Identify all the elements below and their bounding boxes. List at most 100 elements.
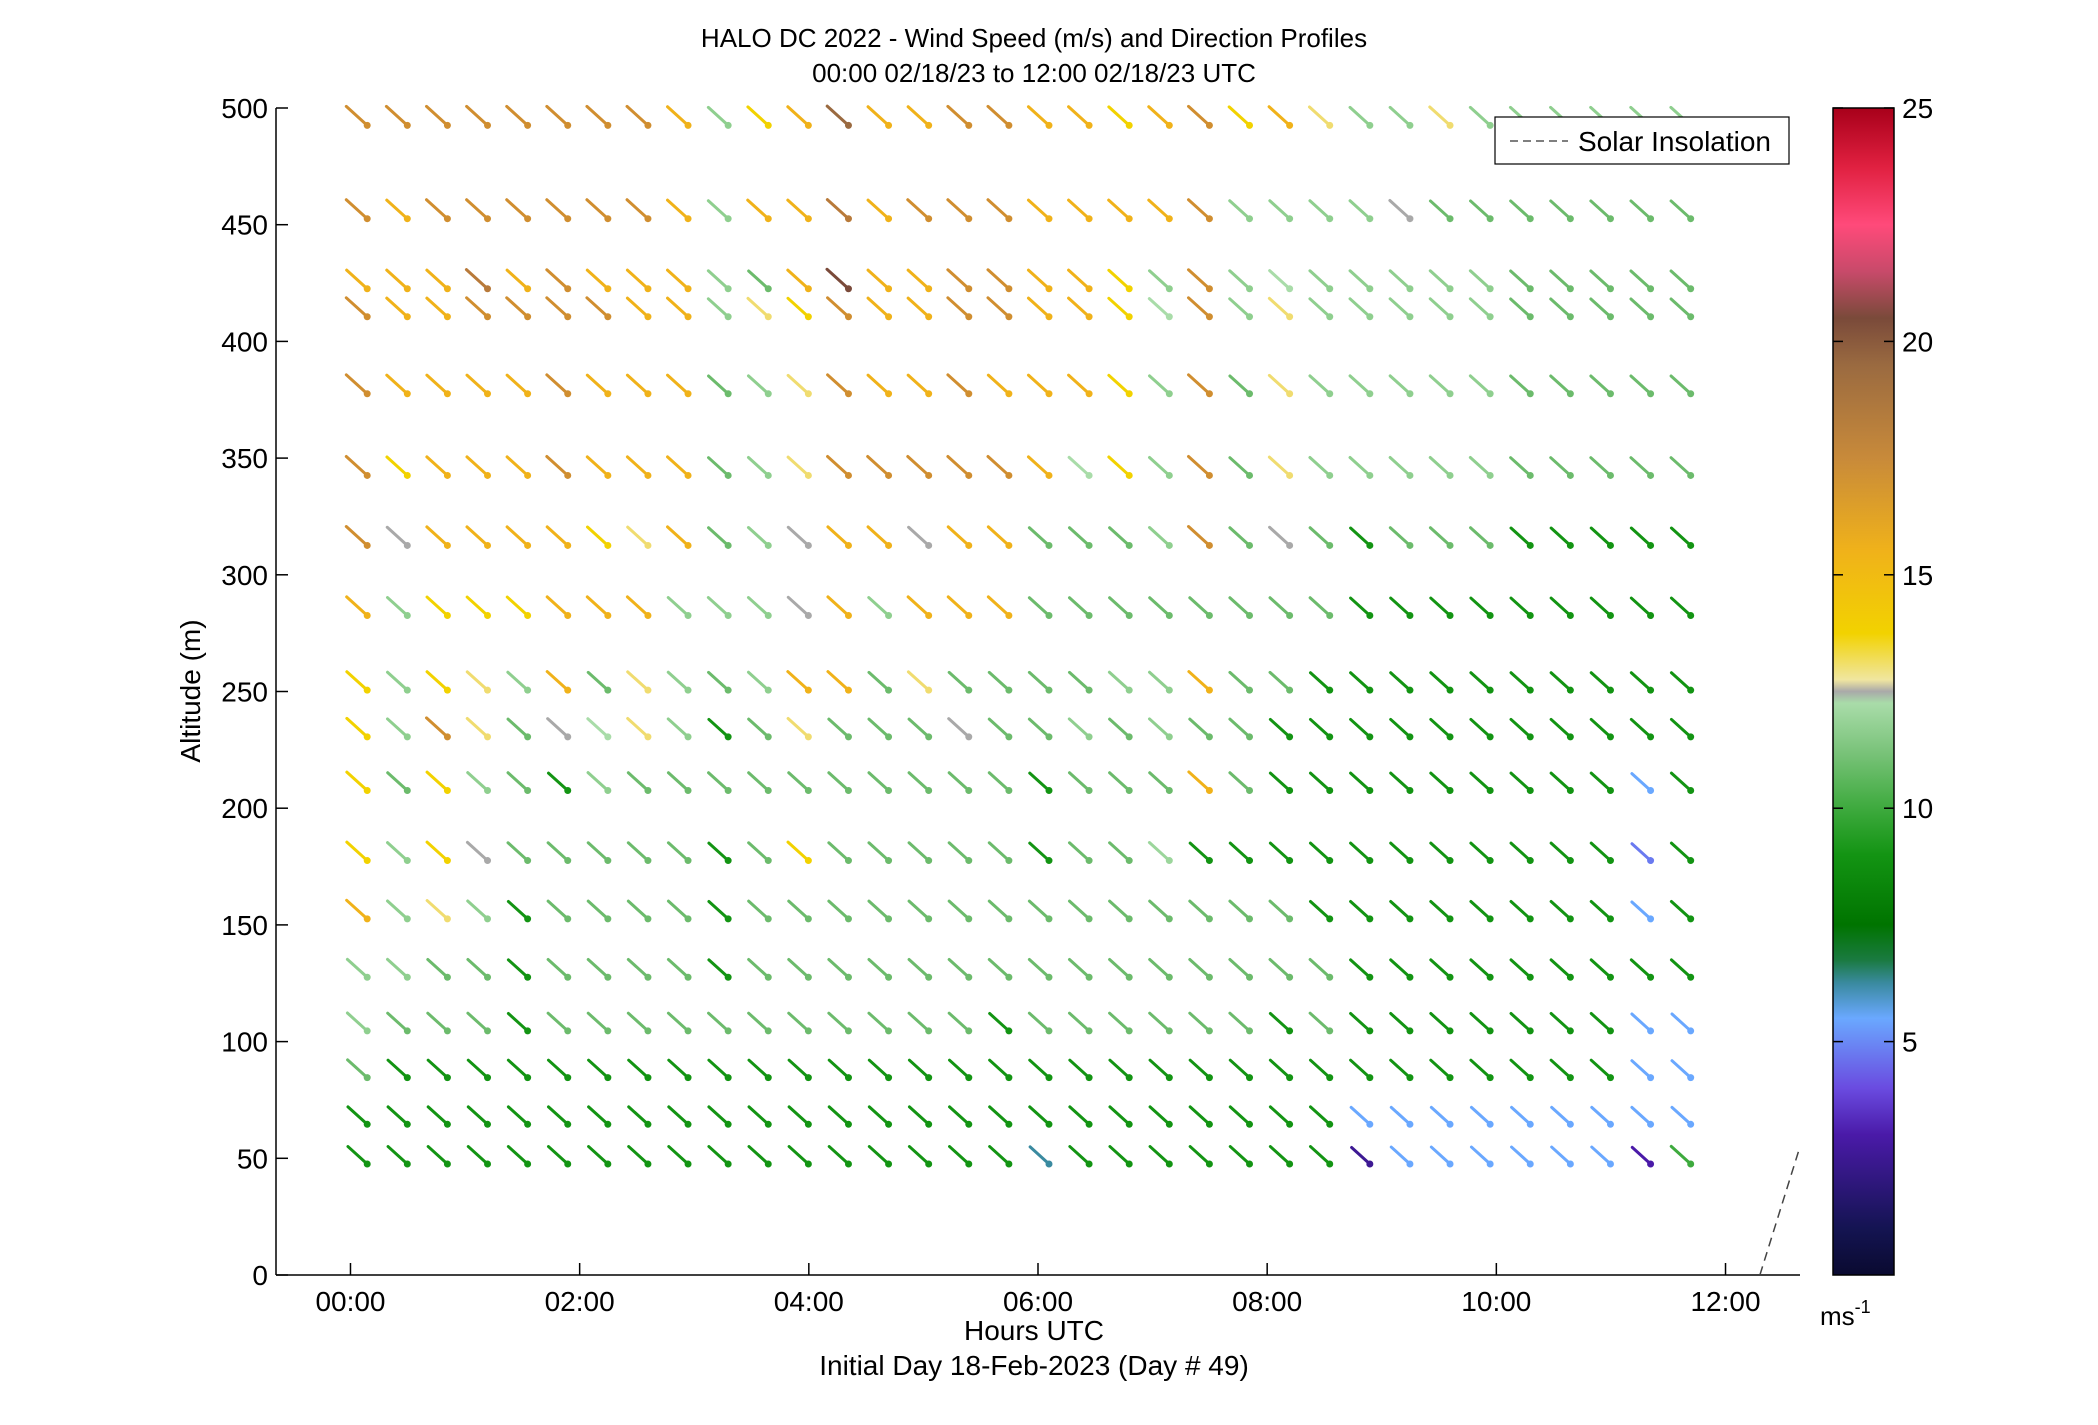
wind-barb-shaft bbox=[1549, 771, 1572, 793]
wind-barb-point bbox=[484, 541, 492, 549]
wind-barb-shaft bbox=[545, 525, 570, 547]
wind-barb-point bbox=[1486, 1027, 1494, 1035]
wind-barb-shaft bbox=[1067, 670, 1091, 692]
wind-barb-shaft bbox=[466, 1058, 490, 1080]
wind-barb-shaft bbox=[1590, 1145, 1612, 1166]
wind-barb-point bbox=[363, 1074, 371, 1082]
wind-barb-point bbox=[1205, 915, 1213, 923]
wind-barb-point bbox=[1085, 215, 1093, 223]
wind-barb-point bbox=[1326, 1120, 1334, 1128]
wind-barb-shaft bbox=[1268, 957, 1292, 979]
wind-barb-point bbox=[644, 857, 652, 865]
wind-barb-point bbox=[1205, 611, 1213, 619]
wind-barb-point bbox=[925, 215, 933, 223]
wind-barb-point bbox=[443, 1120, 451, 1128]
wind-barb-shaft bbox=[425, 373, 449, 396]
wind-barb-point bbox=[1526, 857, 1534, 865]
wind-barb-point bbox=[484, 471, 492, 479]
wind-barb-point bbox=[1246, 973, 1254, 981]
wind-barb-shaft bbox=[1630, 1059, 1653, 1080]
wind-barb-shaft bbox=[1629, 526, 1653, 547]
wind-barb-shaft bbox=[1228, 771, 1252, 793]
wind-barb-shaft bbox=[1388, 374, 1412, 396]
wind-barb-shaft bbox=[906, 595, 931, 617]
wind-barb-shaft bbox=[1187, 198, 1211, 221]
wind-barb-point bbox=[1205, 1074, 1213, 1082]
wind-barb-shaft bbox=[1348, 456, 1372, 477]
wind-barb-shaft bbox=[1630, 842, 1653, 863]
wind-barb-point bbox=[684, 285, 692, 293]
wind-barb-point bbox=[1446, 541, 1454, 549]
wind-barb-shaft bbox=[585, 104, 610, 127]
wind-barb-shaft bbox=[1670, 1105, 1693, 1126]
wind-barb-point bbox=[1687, 215, 1695, 223]
wind-barb-shaft bbox=[1669, 596, 1693, 617]
wind-barb-shaft bbox=[948, 1145, 971, 1166]
wind-barb-shaft bbox=[786, 840, 810, 863]
wind-barb-shaft bbox=[386, 899, 409, 921]
wind-barb-shaft bbox=[1187, 770, 1211, 793]
wind-barb-shaft bbox=[746, 105, 770, 127]
wind-barb-point bbox=[844, 215, 852, 223]
wind-barb-point bbox=[604, 285, 612, 293]
wind-barb-point bbox=[1246, 1027, 1254, 1035]
wind-barb-point bbox=[1005, 1027, 1013, 1035]
wind-barb-shaft bbox=[506, 771, 530, 793]
wind-barb-point bbox=[1005, 215, 1013, 223]
wind-barb-point bbox=[1566, 611, 1574, 619]
wind-barb-shaft bbox=[986, 455, 1011, 477]
wind-barb-shaft bbox=[826, 455, 850, 477]
wind-barb-shaft bbox=[1268, 525, 1292, 547]
wind-barb-point bbox=[724, 915, 732, 923]
wind-barb-shaft bbox=[1429, 1145, 1452, 1166]
wind-barb-shaft bbox=[1267, 373, 1292, 396]
wind-barb-shaft bbox=[627, 1105, 650, 1126]
wind-barb-shaft bbox=[907, 1011, 931, 1033]
wind-barb-shaft bbox=[1589, 717, 1612, 739]
wind-barb-shaft bbox=[947, 670, 971, 692]
wind-barb-point bbox=[925, 313, 933, 321]
wind-barb-shaft bbox=[907, 717, 931, 739]
wind-barb-point bbox=[1205, 973, 1213, 981]
wind-barb-point bbox=[1606, 1120, 1614, 1128]
wind-barb-shaft bbox=[1629, 269, 1653, 291]
wind-barb-shaft bbox=[906, 455, 931, 477]
wind-barb-point bbox=[1647, 1160, 1655, 1168]
wind-barb-shaft bbox=[1107, 105, 1131, 127]
wind-barb-point bbox=[764, 733, 772, 741]
wind-barb-point bbox=[644, 1160, 652, 1168]
wind-barb-shaft bbox=[546, 1011, 570, 1033]
wind-barb-shaft bbox=[1589, 841, 1612, 863]
wind-barb-shaft bbox=[1147, 198, 1171, 221]
wind-barb-point bbox=[1486, 313, 1494, 321]
wind-barb-shaft bbox=[1428, 456, 1452, 477]
wind-barb-point bbox=[885, 541, 893, 549]
wind-barb-shaft bbox=[867, 1058, 891, 1080]
wind-barb-shaft bbox=[747, 841, 770, 863]
wind-barb-point bbox=[844, 285, 852, 293]
wind-barb-point bbox=[1687, 285, 1695, 293]
y-tick-label: 500 bbox=[221, 93, 268, 124]
wind-barb-point bbox=[403, 1027, 411, 1035]
wind-barb-point bbox=[1446, 686, 1454, 694]
wind-barb-shaft bbox=[425, 899, 449, 921]
wind-barb-point bbox=[1085, 611, 1093, 619]
wind-barb-shaft bbox=[546, 957, 570, 979]
wind-barb-point bbox=[1687, 915, 1695, 923]
wind-barb-shaft bbox=[385, 296, 409, 319]
wind-barb-shaft bbox=[465, 198, 490, 221]
wind-barb-shaft bbox=[1107, 268, 1131, 291]
wind-barb-point bbox=[844, 915, 852, 923]
wind-barb-point bbox=[804, 787, 812, 795]
wind-barb-shaft bbox=[867, 1145, 891, 1166]
wind-barb-point bbox=[1687, 1027, 1695, 1035]
wind-barb-point bbox=[524, 285, 532, 293]
wind-barb-shaft bbox=[1349, 958, 1372, 979]
wind-barb-point bbox=[1446, 285, 1454, 293]
wind-barb-shaft bbox=[787, 1011, 810, 1033]
wind-barb-shaft bbox=[987, 957, 1011, 979]
wind-barb-shaft bbox=[344, 525, 369, 547]
wind-barb-point bbox=[724, 787, 732, 795]
wind-barb-point bbox=[925, 390, 933, 398]
wind-barb-point bbox=[1486, 787, 1494, 795]
